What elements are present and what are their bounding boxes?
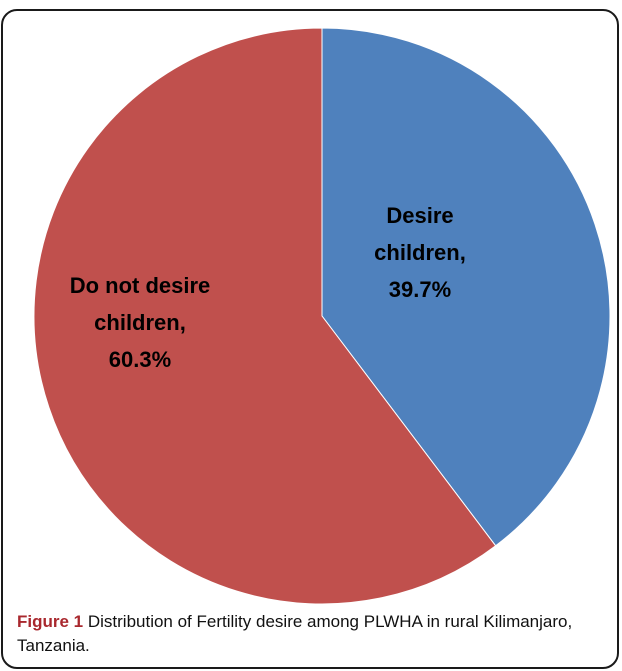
figure-caption: Figure 1 Distribution of Fertility desir… — [17, 610, 613, 658]
slice-label-line: children, — [374, 240, 466, 265]
pie-labels: Desire children, 39.7% Do not desire childre… — [70, 203, 466, 372]
caption-number: Figure 1 — [17, 612, 84, 631]
slice-label-0: Desire children, 39.7% — [374, 203, 466, 302]
slice-label-line: Do not desire — [70, 273, 211, 298]
slice-label-line: 39.7% — [389, 277, 451, 302]
pie-slice-1 — [33, 27, 497, 605]
pie-slice-0 — [321, 27, 611, 547]
slice-label-line: children, — [94, 310, 186, 335]
pie-slices — [33, 27, 611, 605]
slice-label-1: Do not desire children, 60.3% — [70, 273, 211, 372]
slice-label-line: Desire — [386, 203, 453, 228]
caption-text: Distribution of Fertility desire among P… — [17, 612, 573, 655]
slice-label-line: 60.3% — [109, 347, 171, 372]
